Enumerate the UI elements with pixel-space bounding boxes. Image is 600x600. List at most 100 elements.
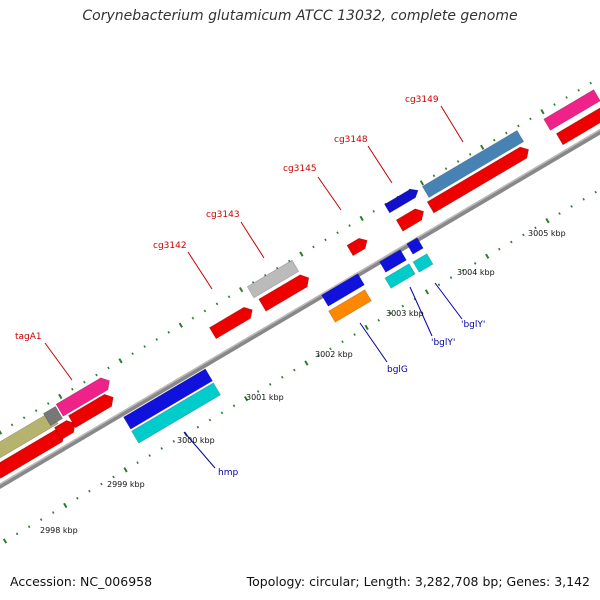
gene-block-cg3148[interactable] bbox=[384, 188, 419, 214]
minor-tick bbox=[553, 103, 556, 106]
gene-label-tagA1[interactable]: tagA1 bbox=[15, 332, 42, 342]
tick-label: 3004 kbp bbox=[457, 268, 495, 277]
gene-block-hmp[interactable] bbox=[131, 382, 221, 444]
minor-tick bbox=[148, 454, 151, 457]
minor-tick bbox=[191, 316, 195, 320]
gene-label-cg3148[interactable]: cg3148 bbox=[334, 135, 368, 145]
gene-block-pink-right[interactable] bbox=[543, 89, 600, 131]
minor-tick bbox=[341, 340, 344, 344]
minor-tick bbox=[493, 138, 496, 142]
feature-blocks bbox=[0, 89, 600, 479]
gene-block-red-small[interactable] bbox=[54, 420, 76, 440]
minor-tick bbox=[15, 532, 19, 536]
minor-tick bbox=[317, 354, 320, 358]
gene-block-bglY[interactable] bbox=[412, 253, 434, 273]
gene-block-red[interactable] bbox=[555, 107, 600, 146]
minor-tick bbox=[558, 212, 561, 215]
gene-label-bglG[interactable]: bglG bbox=[387, 365, 408, 375]
tick-label: 2999 kbp bbox=[107, 480, 145, 489]
major-tick bbox=[178, 322, 183, 328]
label-callout-line bbox=[367, 145, 393, 184]
label-callout-line bbox=[409, 286, 433, 337]
minor-tick bbox=[208, 418, 212, 422]
gene-block-bglY[interactable] bbox=[384, 263, 416, 289]
gene-block-red[interactable] bbox=[395, 208, 424, 232]
gene-block-cg3149[interactable] bbox=[421, 130, 525, 198]
minor-tick bbox=[594, 190, 597, 194]
minor-tick bbox=[565, 96, 568, 99]
major-tick bbox=[0, 430, 3, 435]
major-tick bbox=[304, 360, 309, 366]
gene-block-red[interactable] bbox=[67, 393, 114, 429]
major-tick bbox=[2, 538, 8, 544]
gene-block-cg3143[interactable] bbox=[246, 259, 300, 299]
gene-block-gray[interactable] bbox=[43, 406, 63, 426]
major-tick bbox=[123, 467, 128, 473]
gene-block-blue[interactable] bbox=[379, 249, 407, 273]
minor-tick bbox=[83, 380, 86, 384]
topology-text: Topology: circular; Length: 3,282,708 bp… bbox=[246, 574, 590, 589]
minor-tick bbox=[196, 425, 200, 429]
minor-tick bbox=[505, 131, 508, 135]
minor-tick bbox=[353, 333, 356, 336]
gene-block-cg3142[interactable] bbox=[209, 306, 253, 340]
gene-label-bglY-1[interactable]: 'bglY' bbox=[431, 338, 455, 348]
major-tick bbox=[480, 144, 485, 150]
minor-tick bbox=[76, 496, 79, 500]
major-tick bbox=[243, 395, 249, 402]
minor-tick bbox=[215, 302, 219, 306]
gene-block-blue[interactable] bbox=[321, 273, 365, 307]
minor-tick bbox=[329, 347, 332, 351]
minor-tick bbox=[268, 383, 272, 386]
gene-label-bglY-2[interactable]: 'bglY' bbox=[461, 320, 485, 330]
minor-tick bbox=[582, 197, 585, 201]
gene-label-cg3143[interactable]: cg3143 bbox=[206, 210, 240, 220]
lower-tick-scale bbox=[2, 190, 597, 544]
minor-tick bbox=[34, 409, 38, 412]
minor-tick bbox=[155, 338, 158, 341]
label-callout-line bbox=[317, 176, 342, 211]
minor-tick bbox=[167, 330, 171, 334]
genome-backbone bbox=[0, 128, 600, 489]
minor-tick bbox=[336, 231, 339, 235]
minor-tick bbox=[456, 160, 460, 163]
gene-block-red[interactable] bbox=[258, 274, 310, 312]
gene-block-olive[interactable] bbox=[0, 411, 59, 465]
minor-tick bbox=[510, 240, 513, 244]
major-tick bbox=[299, 251, 304, 257]
major-tick bbox=[419, 180, 425, 186]
gene-label-cg3142[interactable]: cg3142 bbox=[153, 241, 187, 251]
accession-text: Accession: NC_006958 bbox=[10, 574, 153, 589]
tick-label: 3001 kbp bbox=[246, 393, 284, 402]
gene-block-blue[interactable] bbox=[123, 368, 213, 430]
gene-label-cg3145[interactable]: cg3145 bbox=[283, 164, 317, 174]
major-tick bbox=[424, 289, 430, 295]
gene-block-tagA1[interactable] bbox=[55, 377, 110, 417]
minor-tick bbox=[348, 224, 351, 227]
minor-tick bbox=[107, 366, 110, 370]
label-callout-line bbox=[359, 322, 388, 363]
minor-tick bbox=[227, 295, 231, 299]
minor-tick bbox=[160, 447, 163, 450]
minor-tick bbox=[534, 226, 537, 230]
minor-tick bbox=[112, 475, 115, 479]
major-tick bbox=[485, 253, 490, 259]
gene-block-cg3145[interactable] bbox=[346, 237, 368, 257]
minor-tick bbox=[449, 276, 453, 279]
major-tick bbox=[238, 286, 244, 293]
gene-block-blue[interactable] bbox=[406, 237, 424, 255]
minor-tick bbox=[95, 373, 98, 377]
gene-label-hmp[interactable]: hmp bbox=[218, 468, 238, 478]
minor-tick bbox=[10, 423, 14, 427]
minor-tick bbox=[577, 88, 580, 92]
minor-tick bbox=[100, 482, 103, 486]
major-tick bbox=[540, 109, 545, 115]
tick-label: 3003 kbp bbox=[386, 309, 424, 318]
minor-tick bbox=[432, 174, 436, 178]
minor-tick bbox=[461, 269, 465, 272]
minor-tick bbox=[256, 390, 260, 393]
gene-block-bglG[interactable] bbox=[328, 289, 372, 323]
gene-label-cg3149[interactable]: cg3149 bbox=[405, 95, 439, 105]
minor-tick bbox=[46, 402, 50, 405]
gene-block-red[interactable] bbox=[426, 146, 530, 214]
